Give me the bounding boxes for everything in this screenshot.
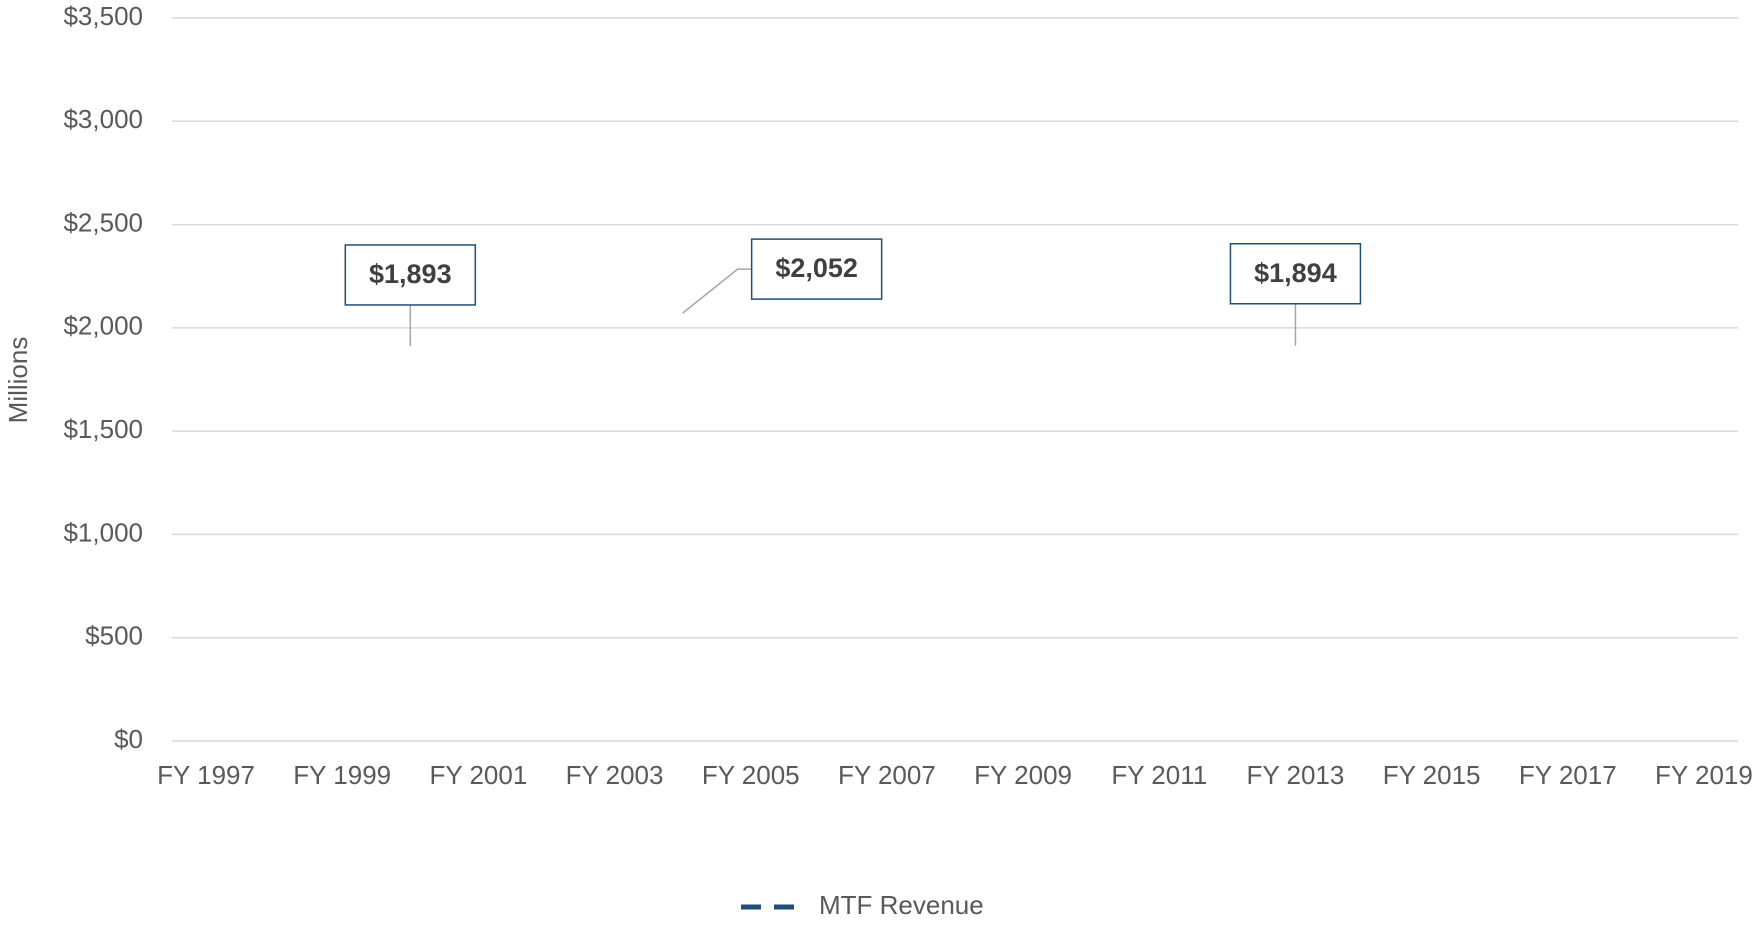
x-tick-label: FY 2001 [429, 760, 527, 790]
y-axis-label: Millions [3, 337, 33, 424]
callout-label: $2,052 [775, 253, 858, 283]
x-tick-label: FY 2013 [1247, 760, 1345, 790]
x-tick-label: FY 2005 [702, 760, 800, 790]
x-tick-label: FY 2019 [1655, 760, 1753, 790]
callout-box [750, 238, 883, 300]
y-tick-label: $2,000 [63, 311, 143, 341]
callout-label: $1,894 [1254, 258, 1337, 288]
y-tick-label: $3,500 [63, 1, 143, 31]
callout: $1,894 [1229, 243, 1362, 346]
x-tick-label: FY 1997 [157, 760, 255, 790]
y-tick-label: $2,500 [63, 207, 143, 237]
y-tick-label: $3,000 [63, 104, 143, 134]
y-tick-label: $1,500 [63, 414, 143, 444]
callout-leader [682, 268, 752, 314]
x-tick-label: FY 2017 [1519, 760, 1617, 790]
legend-label: MTF Revenue [819, 890, 984, 920]
x-tick-label: FY 1999 [293, 760, 391, 790]
x-tick-label: FY 2015 [1383, 760, 1481, 790]
y-tick-label: $1,000 [63, 517, 143, 547]
y-tick-label: $500 [85, 621, 143, 651]
callout: $1,893 [344, 244, 477, 346]
x-tick-label: FY 2007 [838, 760, 936, 790]
callout-box [1229, 243, 1362, 305]
x-tick-label: FY 2011 [1111, 760, 1207, 790]
callout: $2,052 [682, 238, 883, 314]
callout-box [344, 244, 477, 306]
y-tick-label: $0 [114, 724, 143, 754]
x-tick-label: FY 2009 [974, 760, 1072, 790]
x-tick-label: FY 2003 [566, 760, 664, 790]
callout-label: $1,893 [369, 259, 452, 289]
